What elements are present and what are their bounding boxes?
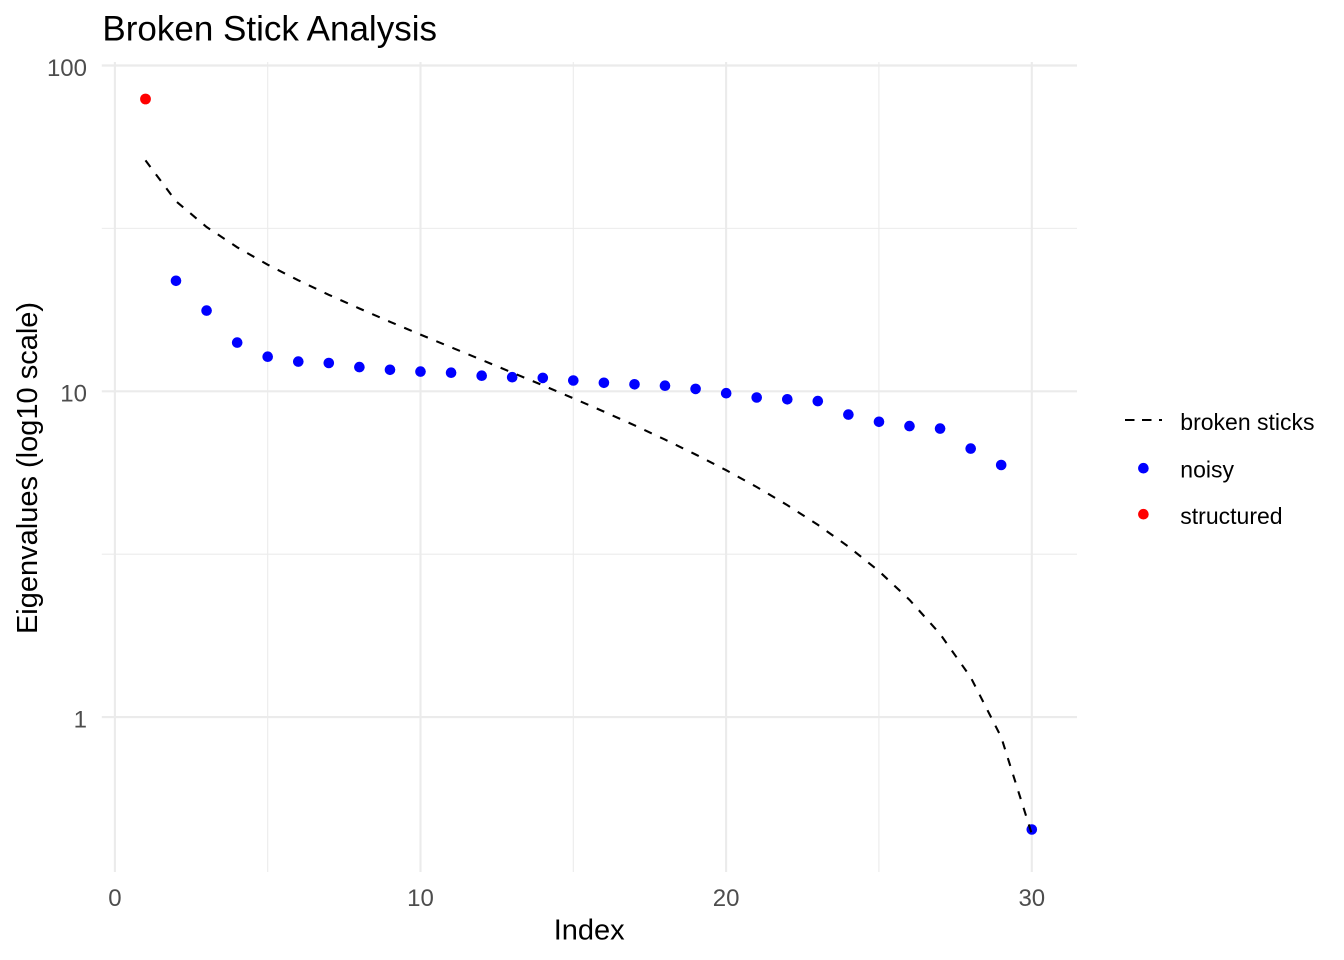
svg-text:broken sticks: broken sticks	[1180, 409, 1314, 435]
svg-text:10: 10	[407, 885, 434, 912]
svg-text:30: 30	[1018, 885, 1045, 912]
svg-text:100: 100	[47, 55, 87, 82]
svg-text:1: 1	[74, 707, 87, 734]
svg-text:noisy: noisy	[1180, 457, 1234, 483]
svg-text:10: 10	[60, 381, 87, 408]
svg-text:20: 20	[713, 885, 740, 912]
svg-text:structured: structured	[1180, 503, 1282, 529]
svg-text:Index: Index	[554, 915, 625, 947]
svg-text:0: 0	[108, 885, 121, 912]
svg-text:Broken Stick Analysis: Broken Stick Analysis	[102, 10, 437, 49]
svg-text:Eigenvalues (log10 scale): Eigenvalues (log10 scale)	[12, 302, 44, 634]
